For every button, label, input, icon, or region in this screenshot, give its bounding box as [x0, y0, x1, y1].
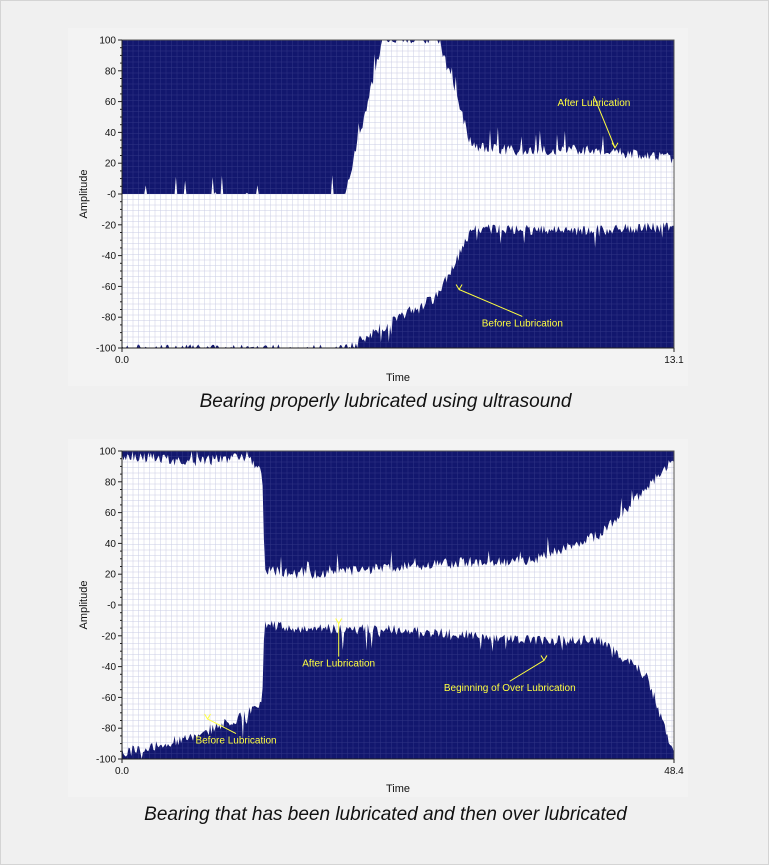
chart-panel-2: 100 80 60 40 20 -0 -20 -40 -60 -80 -100 0.0 48.4 Time… [68, 439, 688, 797]
chart-2-x-axis-label: Time [386, 783, 410, 795]
chart-1-caption: Bearing properly lubricated using ultras… [199, 391, 572, 412]
chart-2-annotation-arrowhead [204, 713, 211, 720]
chart-2-y-tick-label: 20 [105, 570, 117, 581]
chart-1-y-tick-label: -40 [102, 251, 117, 262]
chart-1-y-tick-label: 80 [105, 66, 117, 77]
chart-1-x-tick-label: 0.0 [115, 355, 129, 366]
chart-1-x-axis-label: Time [386, 372, 410, 384]
chart-2-annotation-label: Before Lubrication [195, 736, 276, 747]
chart-2-y-tick-label: -20 [102, 631, 117, 642]
chart-1-signal-lower-area [122, 222, 674, 348]
chart-1-y-tick-label: -100 [96, 344, 116, 355]
chart-1-annotation-arrow [458, 289, 523, 317]
chart-1-annotation-arrow [593, 96, 616, 148]
chart-1-y-tick-label: -60 [102, 282, 117, 293]
chart-2-x-tick-label: 48.4 [664, 766, 684, 777]
chart-1-annotation-arrowhead [611, 142, 619, 149]
chart-1-y-tick-label: 20 [105, 159, 117, 170]
chart-2-annotation-label: Beginning of Over Lubrication [444, 683, 576, 694]
chart-1-x-tick-label: 13.1 [664, 355, 684, 366]
chart-2-y-tick-label: 80 [105, 477, 117, 488]
chart-2-caption: Bearing that has been lubricated and the… [144, 804, 627, 825]
chart-2-annotation-arrow [509, 660, 545, 682]
chart-1-y-tick-label: -80 [102, 313, 117, 324]
chart-1-y-tick-label: 60 [105, 97, 117, 108]
chart-2-annotation-arrow [207, 718, 237, 735]
chart-2-y-axis-label: Amplitude [78, 581, 90, 630]
chart-1-y-tick-label: 100 [99, 36, 116, 47]
chart-2-y-tick-label: -60 [102, 693, 117, 704]
chart-2-y-tick-label: 60 [105, 508, 117, 519]
chart-1-y-axis-label: Amplitude [78, 170, 90, 219]
chart-1-annotation-label: Before Lubrication [482, 318, 563, 329]
chart-2-y-tick-label: 40 [105, 539, 117, 550]
chart-1-annotation-arrowhead [455, 284, 463, 291]
chart-2-y-tick-label: -0 [107, 601, 116, 612]
chart-2-y-tick-label: 100 [99, 447, 116, 458]
chart-2-y-tick-label: -80 [102, 724, 117, 735]
chart-1-y-tick-label: -0 [107, 190, 116, 201]
chart-2-annotation-label: After Lubrication [302, 659, 375, 670]
chart-2-annotation-arrowhead [540, 655, 548, 662]
chart-2-signal-upper-area [122, 451, 674, 579]
chart-2-signal-lower-area [122, 620, 674, 759]
chart-1-grid [121, 39, 674, 349]
chart-2-x-tick-label: 0.0 [115, 766, 129, 777]
chart-2-annotation-arrowhead [335, 618, 343, 625]
chart-2-grid [121, 450, 674, 760]
chart-1-signal-upper-area [122, 40, 674, 194]
chart-2-y-tick-label: -100 [96, 755, 116, 766]
chart-1-y-tick-label: -20 [102, 220, 117, 231]
chart-2-y-tick-label: -40 [102, 662, 117, 673]
chart-1-y-tick-label: 40 [105, 128, 117, 139]
chart-1-annotation-label: After Lubrication [558, 98, 631, 109]
chart-panel-1: 100 80 60 40 20 -0 -20 -40 -60 -80 -100 0.0 13.1 Time… [68, 28, 688, 386]
